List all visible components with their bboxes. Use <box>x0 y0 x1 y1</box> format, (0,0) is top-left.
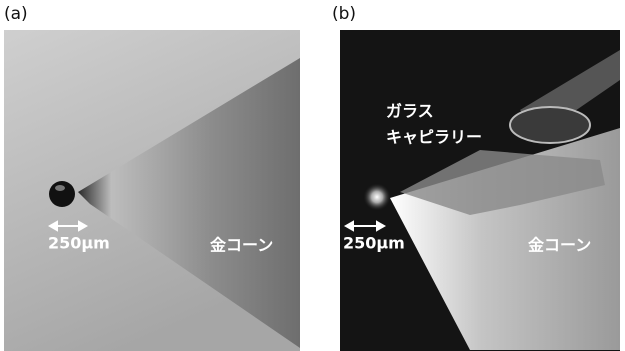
figure: (a) 250μm 金コーン (b) ガラス キャピラリー 250μm 金コーン <box>0 0 625 351</box>
scale-label: 250μm <box>343 234 405 253</box>
panel-label: (b) <box>332 4 356 24</box>
capillary-label: ガラス <box>386 102 434 121</box>
capillary-label: キャピラリー <box>386 128 482 147</box>
panel-label: (a) <box>4 4 28 24</box>
cone-label: 金コーン <box>528 236 591 255</box>
gold-ball <box>363 183 391 211</box>
scale-label: 250μm <box>48 234 110 253</box>
gold-ball <box>49 181 75 207</box>
cone-label: 金コーン <box>210 236 273 255</box>
page: (a) 250μm 金コーン (b) ガラス キャピラリー 250μm 金コーン… <box>0 0 625 351</box>
capillary-tip <box>510 107 590 143</box>
highlight <box>55 185 65 191</box>
